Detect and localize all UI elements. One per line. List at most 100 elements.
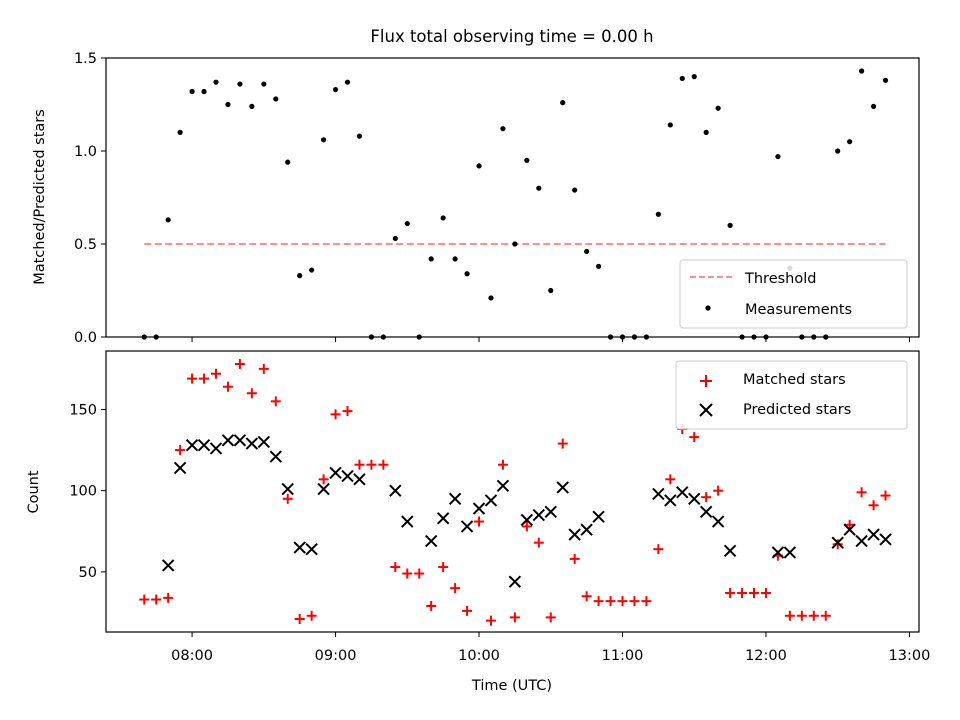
matched-point (629, 596, 640, 607)
bottom-y-label: Count (26, 470, 42, 513)
measurement-point (201, 88, 207, 95)
predicted-point (424, 534, 438, 548)
top-y-tick-label: 1.5 (74, 51, 97, 67)
predicted-point (843, 523, 856, 536)
measurement-point (691, 74, 697, 80)
measurement-point (667, 122, 673, 128)
predicted-legend-label: Predicted stars (743, 402, 851, 418)
predicted-point (879, 533, 892, 546)
matched-point (725, 588, 736, 599)
measurement-point (727, 222, 733, 228)
predicted-point (496, 479, 510, 493)
measurement-point (560, 100, 566, 106)
measurement-point (309, 267, 315, 273)
matched-point (366, 459, 377, 470)
predicted-point (269, 450, 282, 463)
matched-point (856, 487, 867, 498)
matched-point (390, 562, 401, 573)
matched-point (868, 500, 879, 511)
predicted-point (520, 513, 534, 527)
matched-point (641, 596, 652, 607)
matched-point (689, 432, 700, 443)
measurement-point (177, 129, 183, 135)
measurement-point (356, 133, 363, 139)
measurement-point (261, 81, 267, 87)
measurement-point (870, 103, 877, 109)
measurement-point (548, 287, 554, 294)
predicted-point (652, 487, 665, 501)
matched-point (844, 519, 855, 530)
x-tick-label: 09:00 (315, 648, 357, 664)
matched-legend-swatch (700, 375, 712, 387)
matched-point (581, 591, 592, 602)
matched-point (796, 610, 807, 621)
measurement-point (464, 271, 470, 277)
measurement-point (572, 187, 578, 193)
predicted-point (317, 482, 330, 496)
predicted-point (353, 473, 366, 486)
measurement-point (237, 81, 243, 87)
measurement-point (404, 220, 410, 227)
predicted-point (532, 508, 546, 522)
bottom-x-ticks: 08:00 09:00 10:00 11:00 12:00 13:00 (171, 632, 930, 664)
matched-point (234, 358, 245, 369)
matched-point (163, 592, 174, 603)
matched-point (426, 601, 437, 612)
predicted-point (257, 435, 271, 449)
measurement-point (679, 75, 685, 82)
x-tick-label: 08:00 (171, 648, 213, 664)
matched-point (784, 610, 795, 621)
matched-point (593, 596, 604, 607)
measurement-point (428, 256, 434, 262)
measurement-point (285, 159, 291, 165)
measurement-point (882, 77, 889, 83)
measurement-point (655, 211, 661, 217)
matched-point (151, 594, 162, 605)
measurement-point (500, 126, 506, 132)
measurement-point (225, 101, 231, 108)
matched-point (282, 493, 293, 504)
predicted-point (209, 442, 223, 455)
predicted-point (676, 486, 689, 499)
predicted-point (341, 469, 354, 483)
matched-point (485, 615, 496, 626)
matched-point (438, 562, 449, 573)
matched-legend-label: Matched stars (743, 372, 846, 388)
measurement-point (165, 217, 171, 223)
predicted-point (484, 494, 498, 507)
measurement-point (703, 129, 709, 135)
predicted-point (544, 505, 557, 519)
matched-point (509, 612, 520, 623)
threshold-legend-label: Threshold (744, 271, 816, 287)
measurements-legend-label: Measurements (745, 302, 852, 318)
measurement-point (476, 163, 482, 169)
predicted-point (592, 510, 605, 523)
predicted-point (401, 515, 414, 528)
matched-point (378, 459, 389, 470)
x-tick-label: 11:00 (602, 648, 644, 664)
predicted-point (197, 439, 211, 452)
predicted-point (783, 546, 797, 559)
matched-point (713, 485, 724, 496)
matched-point (318, 474, 329, 485)
measurement-point (332, 87, 339, 93)
measurement-point (189, 88, 195, 95)
top-y-tick-label: 0.5 (74, 237, 97, 253)
measurement-point (847, 139, 853, 145)
matched-point (605, 596, 616, 607)
matched-point (533, 537, 544, 548)
predicted-point (580, 523, 593, 536)
top-y-ticks: 0.0 0.5 1.0 1.5 (74, 51, 106, 346)
matched-point (545, 612, 556, 623)
measurement-point (440, 215, 446, 221)
top-x-ticks (191, 337, 910, 342)
predicted-point (329, 466, 342, 480)
matched-point (199, 373, 210, 384)
predicted-point (460, 520, 474, 533)
predicted-point (508, 575, 522, 588)
bottom-y-tick-label: 50 (79, 565, 97, 581)
measurement-point (297, 273, 303, 279)
matched-point (402, 568, 413, 579)
x-tick-label: 13:00 (889, 648, 931, 664)
